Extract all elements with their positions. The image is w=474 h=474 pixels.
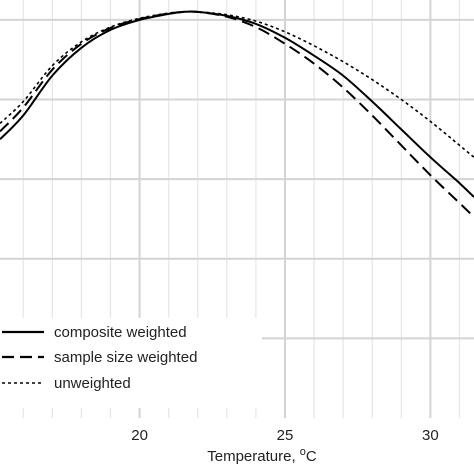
degree-superscript: o (300, 446, 306, 458)
legend-label-sample-size-weighted: sample size weighted (54, 349, 197, 366)
x-tick-label: 20 (131, 427, 148, 444)
legend-label-unweighted: unweighted (54, 375, 131, 392)
x-tick-label: 30 (422, 427, 439, 444)
minor-gridlines (22, 0, 461, 418)
series-line-unweighted (0, 10, 474, 158)
legend-label-composite-weighted: composite weighted (54, 324, 187, 341)
major-gridlines (0, 0, 474, 418)
x-tick-label: 25 (277, 427, 294, 444)
series-line-sample-size-weighted (0, 10, 474, 218)
x-axis-title-unit: oC (300, 446, 317, 465)
x-tick-labels: 20 25 30 (131, 427, 438, 444)
unit-letter: C (306, 448, 317, 465)
series-lines (0, 10, 474, 218)
x-axis-title-main: Temperature, (207, 448, 300, 465)
legend: composite weighted sample size weighted un… (2, 324, 197, 392)
x-axis-title: Temperature, oC (207, 446, 317, 465)
